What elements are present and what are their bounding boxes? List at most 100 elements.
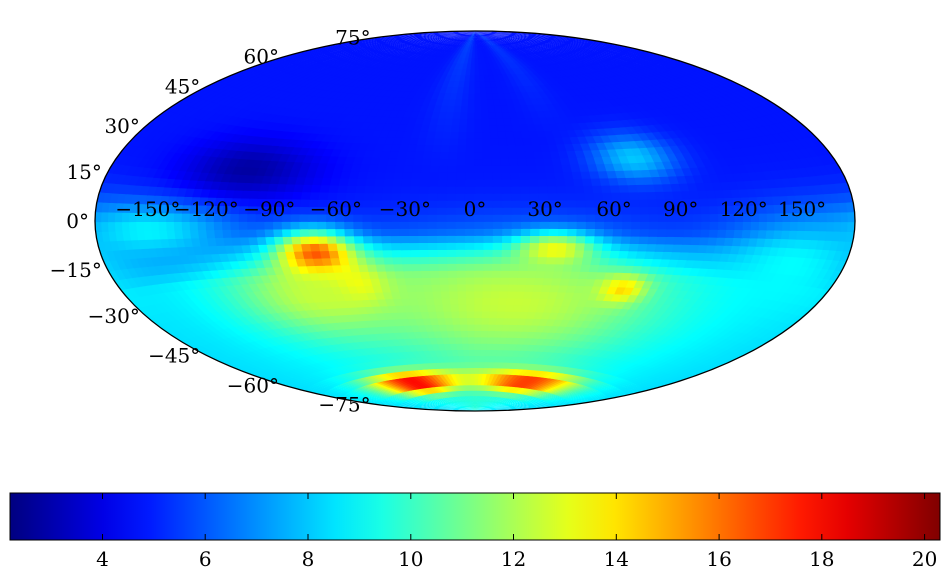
heatmap-cell [735, 162, 749, 174]
heatmap-cell [180, 315, 199, 327]
heatmap-cell [726, 220, 737, 230]
heatmap-cell [522, 368, 535, 376]
heatmap-cell [588, 305, 602, 315]
heatmap-cell [511, 199, 523, 208]
heatmap-cell [229, 140, 246, 151]
heatmap-cell [562, 325, 576, 334]
heatmap-cell [236, 332, 256, 343]
heatmap-cell [423, 400, 445, 406]
heatmap-cell [599, 112, 615, 122]
heatmap-cell [643, 84, 663, 94]
heatmap-cell [469, 79, 476, 88]
heatmap-cell [235, 124, 252, 136]
heatmap-cell [260, 366, 283, 376]
heatmap-cell [376, 47, 397, 54]
heatmap-cell [548, 82, 562, 91]
heatmap-cell [810, 201, 821, 214]
heatmap-cell [365, 177, 378, 187]
heatmap-cell [577, 361, 595, 370]
heatmap-cell [169, 317, 189, 330]
heatmap-cell [584, 55, 605, 63]
heatmap-cell [374, 177, 387, 187]
heatmap-cell [197, 312, 216, 323]
heatmap-cell [428, 177, 440, 187]
heatmap-cell [484, 395, 493, 402]
heatmap-cell [166, 220, 176, 231]
heatmap-cell [680, 281, 696, 292]
heatmap-cell [436, 227, 448, 236]
heatmap-cell [513, 78, 525, 87]
heatmap-cell [371, 227, 383, 237]
heatmap-cell [224, 283, 240, 294]
heatmap-cell [733, 203, 745, 214]
heatmap-cell [524, 283, 536, 292]
heatmap-cell [572, 255, 585, 265]
heatmap-cell [153, 167, 167, 179]
heatmap-cell [329, 299, 344, 309]
heatmap-cell [376, 36, 401, 42]
heatmap-cell [730, 100, 750, 112]
heatmap-cell [539, 220, 551, 229]
heatmap-cell [272, 220, 284, 230]
heatmap-cell [174, 228, 185, 239]
heatmap-cell [491, 406, 515, 410]
heatmap-cell [479, 348, 488, 357]
heatmap-cell [500, 391, 513, 398]
heatmap-cell [441, 61, 451, 69]
heatmap-cell [611, 118, 627, 128]
heatmap-cell [765, 228, 776, 239]
heatmap-cell [448, 336, 458, 344]
heatmap-cell [310, 95, 328, 105]
heatmap-cell [342, 391, 366, 398]
heatmap-cell [496, 123, 507, 132]
heatmap-cell [437, 248, 449, 257]
heatmap-cell [580, 127, 594, 137]
heatmap-cell [474, 117, 484, 126]
heatmap-cell [467, 405, 475, 411]
heatmap-cell [259, 143, 275, 154]
heatmap-cell [790, 166, 804, 178]
heatmap-cell [272, 89, 292, 99]
heatmap-cell [445, 110, 456, 119]
heatmap-cell [514, 66, 526, 75]
heatmap-cell [380, 213, 392, 222]
heatmap-cell [273, 361, 295, 371]
heatmap-cell [488, 403, 509, 409]
heatmap-cell [312, 352, 331, 362]
heatmap-cell [704, 307, 722, 318]
heatmap-cell [688, 363, 711, 373]
heatmap-cell [510, 367, 521, 376]
heatmap-cell [221, 131, 239, 142]
heatmap-cell [288, 340, 307, 350]
heatmap-cell [591, 184, 604, 194]
heatmap-cell [604, 75, 623, 84]
heatmap-cell [290, 227, 302, 237]
heatmap-cell [551, 75, 566, 84]
heatmap-cell [361, 51, 383, 59]
heatmap-cell [717, 284, 733, 295]
heatmap-cell [403, 269, 415, 279]
heatmap-cell [595, 356, 613, 365]
heatmap-cell [481, 400, 492, 407]
heatmap-cell [542, 357, 556, 366]
heatmap-cell [624, 71, 644, 80]
heatmap-cell [156, 290, 173, 303]
heatmap-cell [586, 113, 601, 123]
heatmap-cell [560, 44, 582, 51]
heatmap-cell [498, 296, 509, 305]
heatmap-cell [262, 128, 279, 138]
heatmap-cell [494, 390, 506, 398]
heatmap-cell [778, 149, 794, 161]
heatmap-cell [609, 183, 622, 193]
heatmap-cell [594, 98, 610, 108]
heatmap-cell [630, 330, 648, 340]
heatmap-cell [466, 130, 476, 139]
heatmap-cell [426, 303, 438, 312]
heatmap-cell [549, 400, 574, 406]
heatmap-cell [667, 366, 690, 376]
heatmap-cell [262, 312, 279, 322]
heatmap-cell [287, 66, 309, 75]
heatmap-cell [284, 333, 303, 343]
heatmap-cell [340, 334, 356, 344]
heatmap-cell [357, 169, 370, 179]
